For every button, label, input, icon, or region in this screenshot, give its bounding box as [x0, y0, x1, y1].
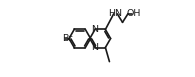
- Text: N: N: [91, 25, 98, 34]
- Text: OH: OH: [127, 9, 141, 18]
- Text: HN: HN: [109, 9, 123, 18]
- Text: N: N: [91, 43, 98, 52]
- Text: Br: Br: [62, 34, 73, 43]
